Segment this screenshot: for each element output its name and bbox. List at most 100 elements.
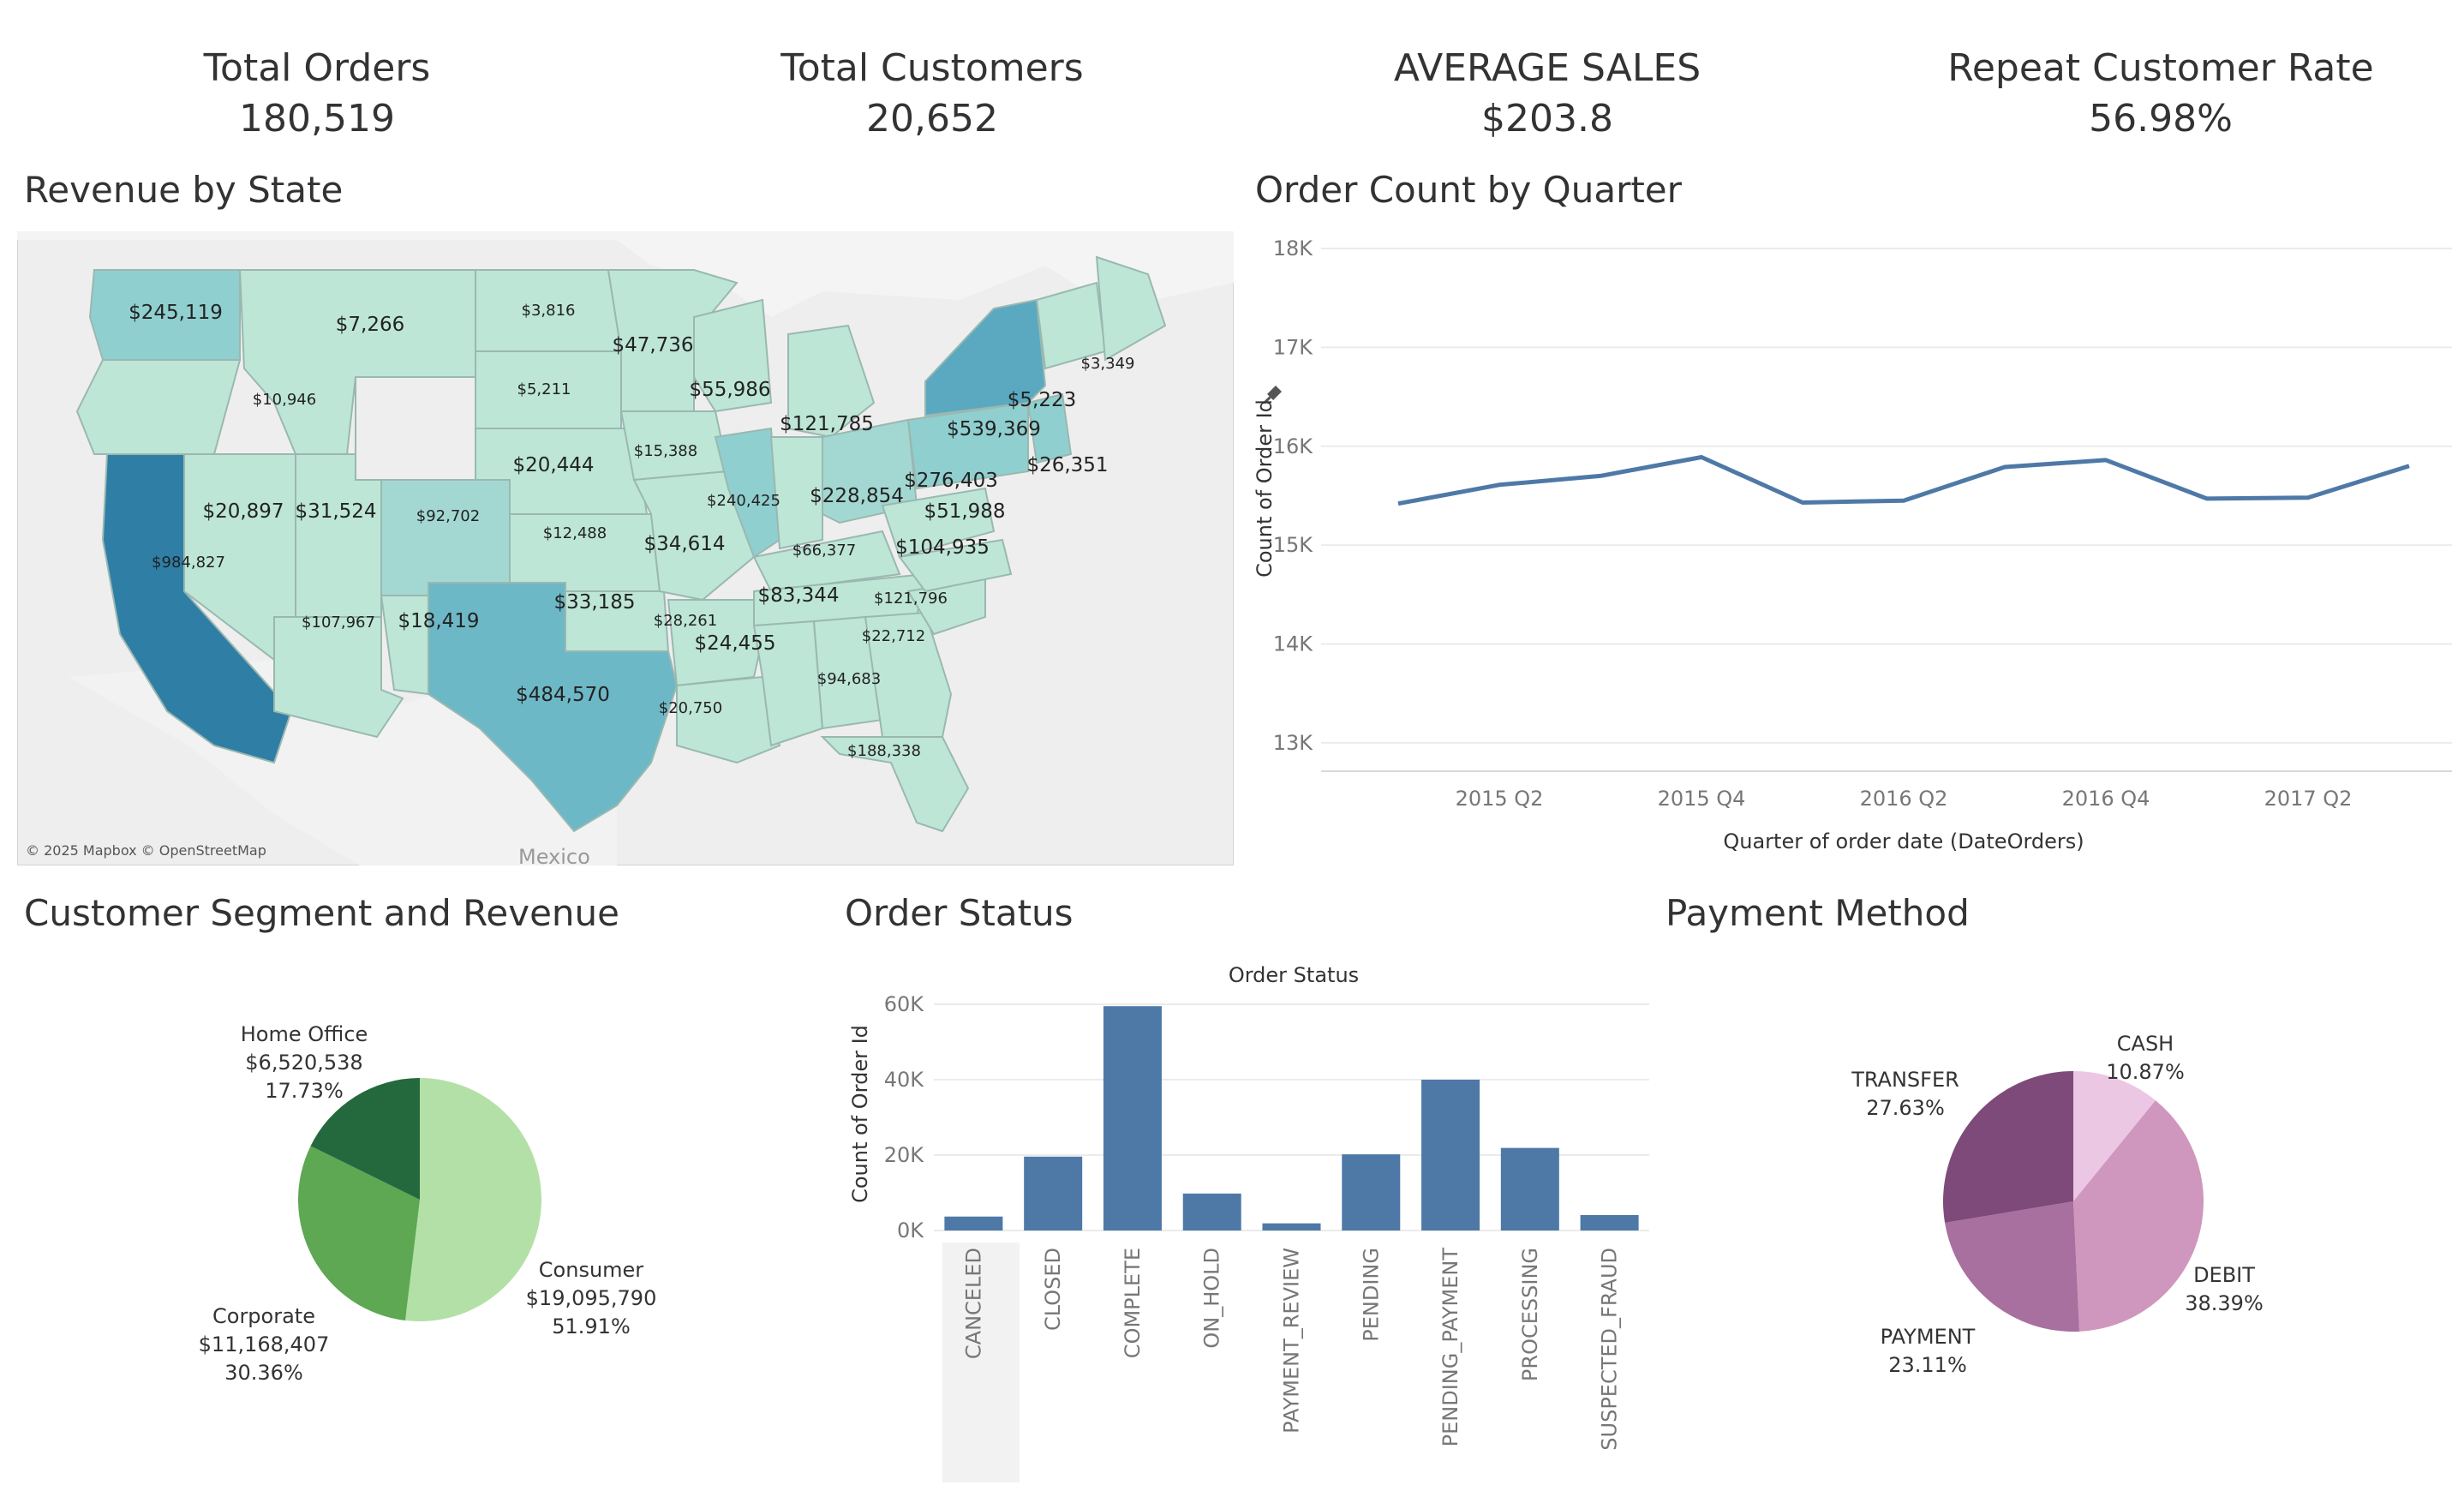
state-label: $66,377: [792, 542, 856, 560]
payment-slices: [1943, 1071, 2204, 1332]
bar-pending-payment[interactable]: [1421, 1080, 1480, 1231]
bar-suspected-fraud[interactable]: [1580, 1214, 1639, 1231]
state-label: $3,816: [522, 302, 576, 320]
pie-slice-corporate[interactable]: [298, 1146, 420, 1320]
bar-category-label: CLOSED: [1041, 1248, 1065, 1331]
state-georgia[interactable]: [864, 611, 953, 738]
state-colorado[interactable]: [380, 479, 511, 596]
kpi-total-customers: Total Customers 20,652: [675, 43, 1189, 144]
state-new-jersey[interactable]: [1026, 392, 1073, 464]
state-label: $20,897: [202, 500, 284, 523]
segment-pie-chart[interactable]: Home Office $6,520,538 17.73% Consumer $…: [171, 1011, 703, 1405]
line-x-tick-label: 2015 Q2: [1456, 787, 1544, 811]
bar-category-label: PENDING_PAYMENT: [1438, 1248, 1462, 1447]
line-series-orders[interactable]: [1397, 455, 2410, 506]
slice-name: Consumer: [539, 1258, 644, 1282]
pie-slice-cash[interactable]: [2073, 1071, 2156, 1201]
pie-slice-transfer[interactable]: [1943, 1071, 2073, 1223]
state-label: $31,524: [295, 500, 376, 523]
line-y-tick-label: 13K: [1273, 731, 1314, 755]
revenue-map[interactable]: $245,119 $7,266 $3,816 $47,736 $10,946 $…: [17, 231, 1234, 865]
slice-name: Home Office: [241, 1022, 368, 1046]
state-kentucky[interactable]: [752, 530, 901, 593]
state-texas[interactable]: [428, 582, 679, 833]
state-label: $15,388: [634, 442, 697, 460]
pie-slice-home-office[interactable]: [310, 1078, 420, 1200]
bar-category-label: PROCESSING: [1518, 1248, 1542, 1381]
line-y-axis-title: Count of Order Id: [1253, 399, 1277, 578]
state-ohio[interactable]: [822, 418, 918, 524]
kpi-title: Total Customers: [780, 46, 1084, 90]
state-illinois[interactable]: [714, 427, 781, 559]
bar-closed[interactable]: [1024, 1156, 1083, 1231]
slice-percent: 23.11%: [1888, 1353, 1967, 1377]
bar-y-tick-label: 40K: [884, 1068, 925, 1092]
state-labels: $245,119 $7,266 $3,816 $47,736 $10,946 $…: [129, 302, 1134, 760]
state-label: $20,444: [512, 454, 594, 476]
state-label: $94,683: [817, 670, 881, 688]
segment-pie-title: Customer Segment and Revenue: [24, 892, 619, 934]
state-virginia[interactable]: [881, 487, 996, 559]
state-arizona[interactable]: [273, 616, 404, 739]
order-count-line-chart[interactable]: 13K 14K 15K 16K 17K 18K 2015 Q2 2015 Q4 2016 Q2…: [1253, 231, 2464, 865]
bar-on-hold[interactable]: [1182, 1193, 1241, 1231]
state-label: $5,223: [1008, 389, 1076, 411]
state-oregon[interactable]: [75, 359, 242, 455]
state-wisconsin[interactable]: [693, 298, 773, 413]
state-label: $47,736: [612, 334, 693, 356]
line-y-tick-label: 17K: [1273, 335, 1314, 359]
slice-percent: 51.91%: [552, 1314, 631, 1338]
pie-slice-debit[interactable]: [2073, 1100, 2204, 1332]
pin-icon[interactable]: [1261, 385, 1283, 406]
bar-processing[interactable]: [1500, 1147, 1559, 1231]
state-new-york[interactable]: [924, 298, 1047, 417]
state-label: $3,349: [1081, 355, 1135, 373]
bar-category-label: SUSPECTED_FRAUD: [1598, 1248, 1622, 1451]
bar-category-label: PAYMENT_REVIEW: [1280, 1248, 1304, 1434]
line-x-axis-title: Quarter of order date (DateOrders): [1723, 829, 2084, 853]
bar-canceled[interactable]: [944, 1216, 1003, 1231]
line-x-tick-label: 2015 Q4: [1658, 787, 1746, 811]
state-michigan[interactable]: [787, 324, 876, 439]
line-x-tick-label: 2016 Q2: [1860, 787, 1948, 811]
kpi-value: 180,519: [239, 97, 395, 141]
pie-slice-consumer[interactable]: [405, 1078, 541, 1321]
kpi-title: Total Orders: [203, 46, 431, 90]
state-label: $34,614: [643, 533, 725, 555]
bar-category-label: ON_HOLD: [1200, 1248, 1224, 1349]
pie-slice-payment[interactable]: [1945, 1201, 2080, 1332]
state-label: $18,419: [398, 610, 479, 632]
payment-pie-chart[interactable]: CASH 10.87% TRANSFER 27.63% DEBIT 38.39%…: [1833, 1020, 2365, 1397]
states: [75, 255, 1167, 833]
line-y-ticks: 13K 14K 15K 16K 17K 18K: [1273, 237, 1314, 755]
kpi-title: AVERAGE SALES: [1393, 46, 1701, 90]
line-x-tick-label: 2016 Q4: [2062, 787, 2150, 811]
state-north-carolina[interactable]: [898, 538, 1013, 593]
state-florida[interactable]: [820, 736, 970, 833]
state-indiana[interactable]: [769, 436, 823, 550]
bar-category-label: COMPLETE: [1121, 1248, 1145, 1358]
bar-complete[interactable]: [1103, 1006, 1162, 1231]
slice-value: $19,095,790: [526, 1286, 657, 1310]
state-label: $55,986: [689, 379, 770, 401]
label-payment: PAYMENT 23.11%: [1881, 1325, 1976, 1377]
state-label: $107,967: [302, 614, 375, 632]
state-maine[interactable]: [1095, 255, 1167, 362]
label-consumer: Consumer $19,095,790 51.91%: [526, 1258, 657, 1338]
map-attribution: © 2025 Mapbox © OpenStreetMap: [26, 842, 266, 859]
state-label: $12,488: [543, 524, 607, 542]
bar-payment-review[interactable]: [1262, 1223, 1321, 1231]
highlight-band: [942, 1242, 1020, 1482]
state-mississippi[interactable]: [752, 620, 824, 747]
state-label: $984,827: [152, 554, 225, 572]
state-louisiana[interactable]: [676, 675, 781, 764]
pin-icon-head: [1267, 385, 1283, 400]
state-label: $20,750: [659, 699, 722, 717]
label-transfer: TRANSFER 27.63%: [1851, 1068, 1959, 1120]
kpi-value: 20,652: [866, 97, 998, 141]
bar-pending[interactable]: [1342, 1154, 1401, 1231]
slice-percent: 30.36%: [224, 1361, 303, 1385]
slice-percent: 27.63%: [1866, 1096, 1945, 1120]
state-wyoming[interactable]: [355, 376, 476, 481]
